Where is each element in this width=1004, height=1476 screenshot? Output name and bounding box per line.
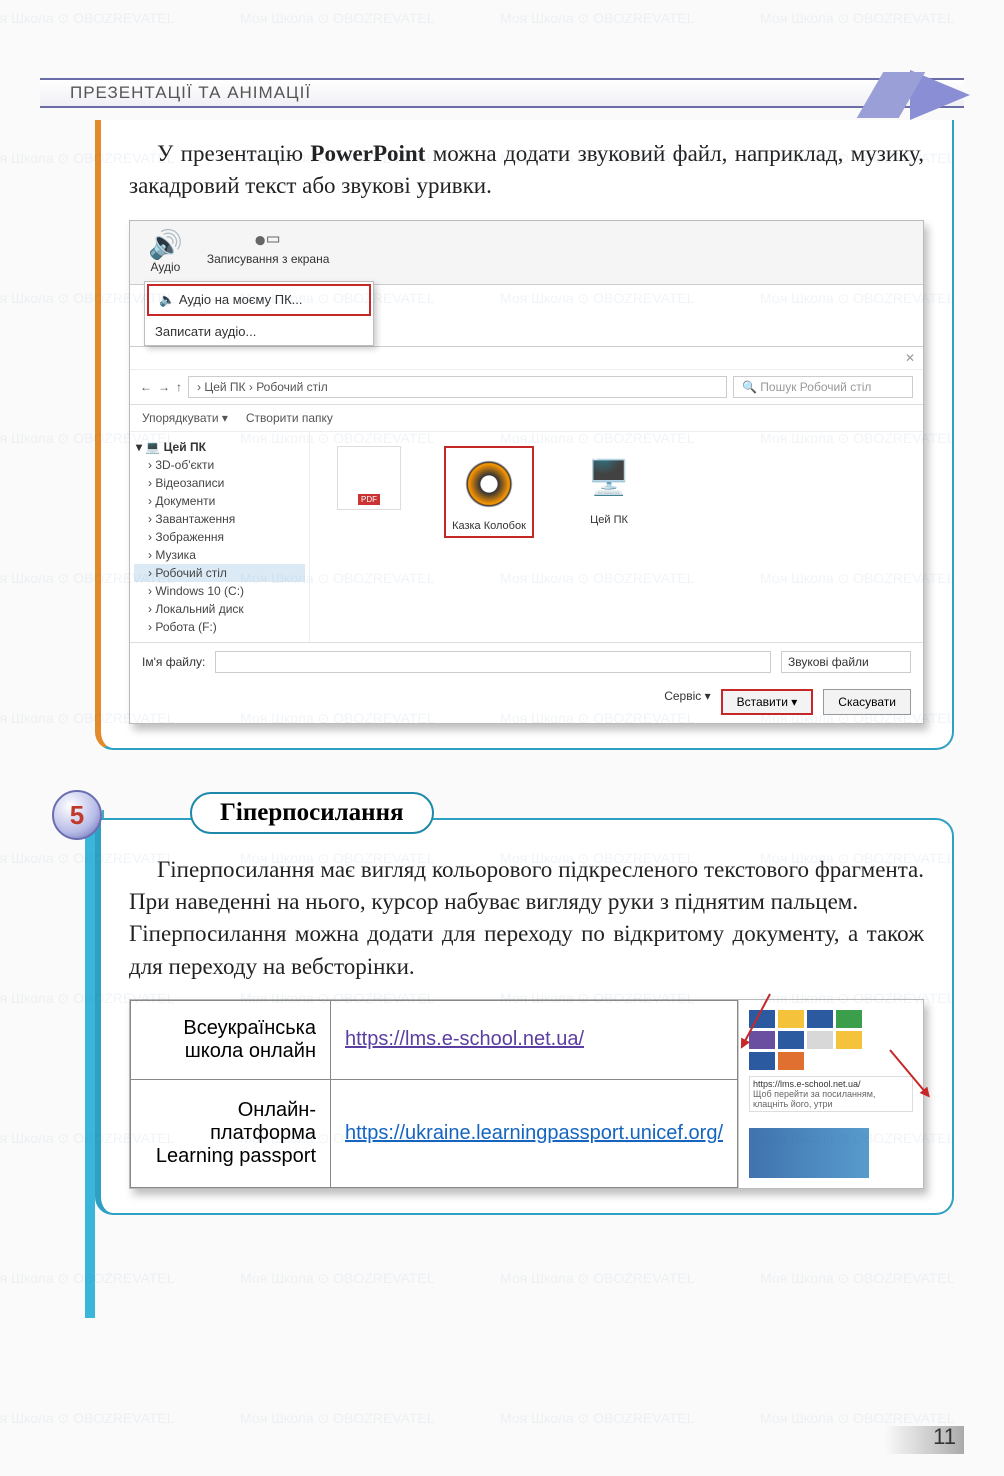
dropdown-audio-on-pc[interactable]: 🔈 Аудіо на моєму ПК... [147,284,371,316]
nav-up-icon[interactable]: ↑ [176,380,182,394]
explorer-file-pane: Казка Колобок 🖥️ Цей ПК [310,432,923,642]
explorer-actions: Сервіс ▾ Вставити ▾ Скасувати [130,681,923,723]
ti7: Windows 10 (C:) [155,584,244,598]
tree-item[interactable]: › Робота (F:) [134,618,305,636]
file-pdf[interactable] [324,446,414,514]
ti2: Документи [155,494,215,508]
section1-paragraph: У презентацію PowerPoint можна додати зв… [129,138,924,202]
row1-link[interactable]: https://lms.e-school.net.ua/ [345,1028,584,1050]
ti6: Робочий стіл [155,566,227,580]
header-arrow-decor [910,70,970,120]
tree-item[interactable]: › Документи [134,492,305,510]
tree-item[interactable]: › Музика [134,546,305,564]
tree-item[interactable]: › Зображення [134,528,305,546]
file3-label: Цей ПК [564,514,654,526]
ti8: Локальний диск [155,602,243,616]
ti0: 3D-об'єкти [155,458,214,472]
screen-record-icon: ⏺▭ [207,231,330,251]
slide-thumbnail-tiles [749,1010,889,1070]
left-stripe-decor [85,818,95,1318]
ribbon-record-label: Записування з екрана [207,252,330,266]
pdf-icon [337,446,401,510]
file2-label: Казка Колобок [450,520,528,532]
tooltip-url: https://lms.e-school.net.ua/ [753,1079,909,1089]
cancel-button[interactable]: Скасувати [823,689,911,715]
links-preview-pane: https://lms.e-school.net.ua/ Щоб перейти… [738,1000,923,1188]
tree-item[interactable]: › Windows 10 (C:) [134,582,305,600]
chapter-title: ПРЕЗЕНТАЦІЇ ТА АНІМАЦІЇ [70,83,311,103]
tree-root-label: Цей ПК [164,440,206,454]
filename-field[interactable] [215,651,771,673]
explorer-navbar: ← → ↑ › Цей ПК › Робочий стіл 🔍 Пошук Ро… [130,370,923,405]
organize-button[interactable]: Упорядкувати ▾ [142,411,228,425]
row2-link[interactable]: https://ukraine.learningpassport.unicef.… [345,1122,723,1144]
file-kolobok[interactable]: Казка Колобок [444,446,534,538]
section-hyperlink: Гіперпосилання має вигляд кольорового пі… [95,818,954,1215]
disc-icon [457,452,521,516]
close-icon[interactable]: ✕ [905,351,915,365]
search-field[interactable]: 🔍 Пошук Робочий стіл [733,376,913,398]
tree-item[interactable]: › 3D-об'єкти [134,456,305,474]
page-number: 11 [933,1424,956,1450]
explorer-titlebar: ✕ [130,347,923,370]
section-audio: У презентацію PowerPoint можна додати зв… [95,120,954,750]
monitor-icon: 🖥️ [577,446,641,510]
dropdown-record-audio[interactable]: Записати аудіо... [145,318,373,345]
tree-item[interactable]: › Локальний диск [134,600,305,618]
explorer-tree: ▾ 💻 Цей ПК › 3D-об'єкти › Відеозаписи › … [130,432,310,642]
links-table: Всеукраїнська школа онлайн https://lms.e… [130,1000,738,1188]
slide-thumb-2 [749,1128,869,1178]
p1-bold: PowerPoint [310,141,425,166]
section2-paragraph: Гіперпосилання має вигляд кольорового пі… [129,854,924,983]
tools-button[interactable]: Сервіс ▾ [664,689,710,715]
ti5: Музика [155,548,196,562]
screenshot-audio-insert: 🔊 Аудіо ⏺▭ Записування з екрана 🔈 Аудіо … [129,220,924,724]
ti9: Робота (F:) [155,620,216,634]
section2-title: Гіперпосилання [190,792,434,834]
section-number-badge: 5 [52,790,102,840]
speaker-small-icon: 🔈 [159,292,179,307]
row2-label: Онлайн-платформа Learning passport [131,1079,331,1187]
dd1-label: Аудіо на моєму ПК... [179,292,303,307]
row1-label: Всеукраїнська школа онлайн [131,1000,331,1079]
tree-root[interactable]: ▾ 💻 Цей ПК [134,438,305,456]
p1-a: У презентацію [157,141,310,166]
screenshot-hyperlinks: Всеукраїнська школа онлайн https://lms.e… [129,999,924,1189]
ribbon-audio-label: Аудіо [151,260,181,274]
path-field[interactable]: › Цей ПК › Робочий стіл [188,376,727,398]
filename-label: Ім'я файлу: [142,655,205,669]
explorer-toolbar: Упорядкувати ▾ Створити папку [130,405,923,432]
ti1: Відеозаписи [155,476,224,490]
ribbon-audio-button[interactable]: 🔊 Аудіо [140,227,191,278]
nav-back-icon[interactable]: ← [140,380,152,394]
insert-button[interactable]: Вставити ▾ [721,689,814,715]
audio-dropdown: 🔈 Аудіо на моєму ПК... Записати аудіо... [144,281,374,346]
speaker-icon: 🔊 [148,231,183,259]
ppt-ribbon: 🔊 Аудіо ⏺▭ Записування з екрана [130,221,923,285]
new-folder-button[interactable]: Створити папку [246,411,333,425]
ti3: Завантаження [155,512,235,526]
chapter-header: ПРЕЗЕНТАЦІЇ ТА АНІМАЦІЇ [40,78,964,108]
ribbon-record-button[interactable]: ⏺▭ Записування з екрана [199,227,338,270]
tooltip-text: Щоб перейти за посиланням, клацніть його… [753,1089,909,1109]
tree-item[interactable]: › Завантаження [134,510,305,528]
explorer-filename-row: Ім'я файлу: Звукові файли [130,642,923,681]
tree-item[interactable]: › Відеозаписи [134,474,305,492]
nav-fwd-icon[interactable]: → [158,380,170,394]
ti4: Зображення [155,530,224,544]
file-explorer-dialog: ✕ ← → ↑ › Цей ПК › Робочий стіл 🔍 Пошук … [130,346,923,723]
search-ph: Пошук Робочий стіл [760,380,871,394]
tree-item[interactable]: › Робочий стіл [134,564,305,582]
file-this-pc[interactable]: 🖥️ Цей ПК [564,446,654,526]
tooltip-box: https://lms.e-school.net.ua/ Щоб перейти… [749,1076,913,1112]
filetype-combo[interactable]: Звукові файли [781,651,911,673]
